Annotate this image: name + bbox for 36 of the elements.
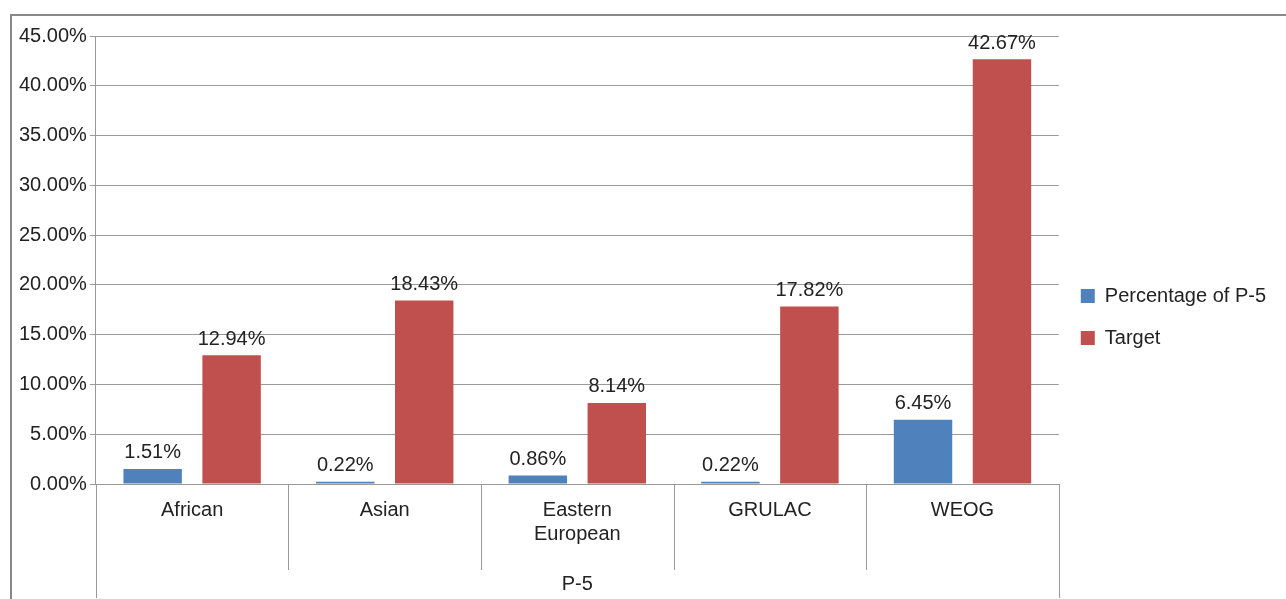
x-tick-label: GRULAC	[728, 497, 812, 520]
data-label: 1.51%	[124, 440, 182, 463]
bar	[202, 355, 261, 484]
data-label: 0.86%	[509, 446, 567, 469]
data-label: 6.45%	[894, 391, 952, 414]
y-tick-label: 30.00%	[18, 172, 88, 195]
y-tick-label: 15.00%	[18, 322, 88, 345]
x-tick-label: WEOG	[930, 497, 995, 520]
bar	[587, 402, 647, 484]
data-label: 0.22%	[316, 453, 374, 476]
bar	[394, 300, 454, 484]
y-tick-label: 45.00%	[18, 23, 88, 46]
y-tick-label: 25.00%	[18, 222, 88, 245]
bar	[893, 419, 953, 484]
y-tick-label: 0.00%	[30, 471, 88, 494]
y-tick-label: 5.00%	[30, 421, 88, 444]
data-label: 8.14%	[588, 374, 646, 397]
x-tick-label: Eastern European	[533, 497, 621, 544]
data-label: 12.94%	[197, 326, 266, 349]
y-tick-label: 10.00%	[18, 371, 88, 394]
bar	[508, 475, 568, 484]
bar	[780, 306, 839, 484]
bar	[972, 59, 1032, 484]
x-tick-label: Asian	[359, 497, 410, 520]
data-label: 0.22%	[702, 453, 759, 476]
data-label: 18.43%	[390, 272, 459, 295]
legend-label: Percentage of P-5	[1104, 283, 1267, 306]
legend-label: Target	[1104, 325, 1161, 348]
y-tick-label: 35.00%	[18, 123, 88, 146]
y-tick-label: 40.00%	[18, 73, 88, 96]
y-tick-label: 20.00%	[18, 272, 88, 295]
bar	[123, 468, 182, 484]
data-label: 42.67%	[968, 30, 1037, 53]
data-label: 17.82%	[775, 278, 844, 301]
x-tick-label: African	[161, 497, 224, 520]
x-axis-title: P-5	[561, 571, 593, 594]
